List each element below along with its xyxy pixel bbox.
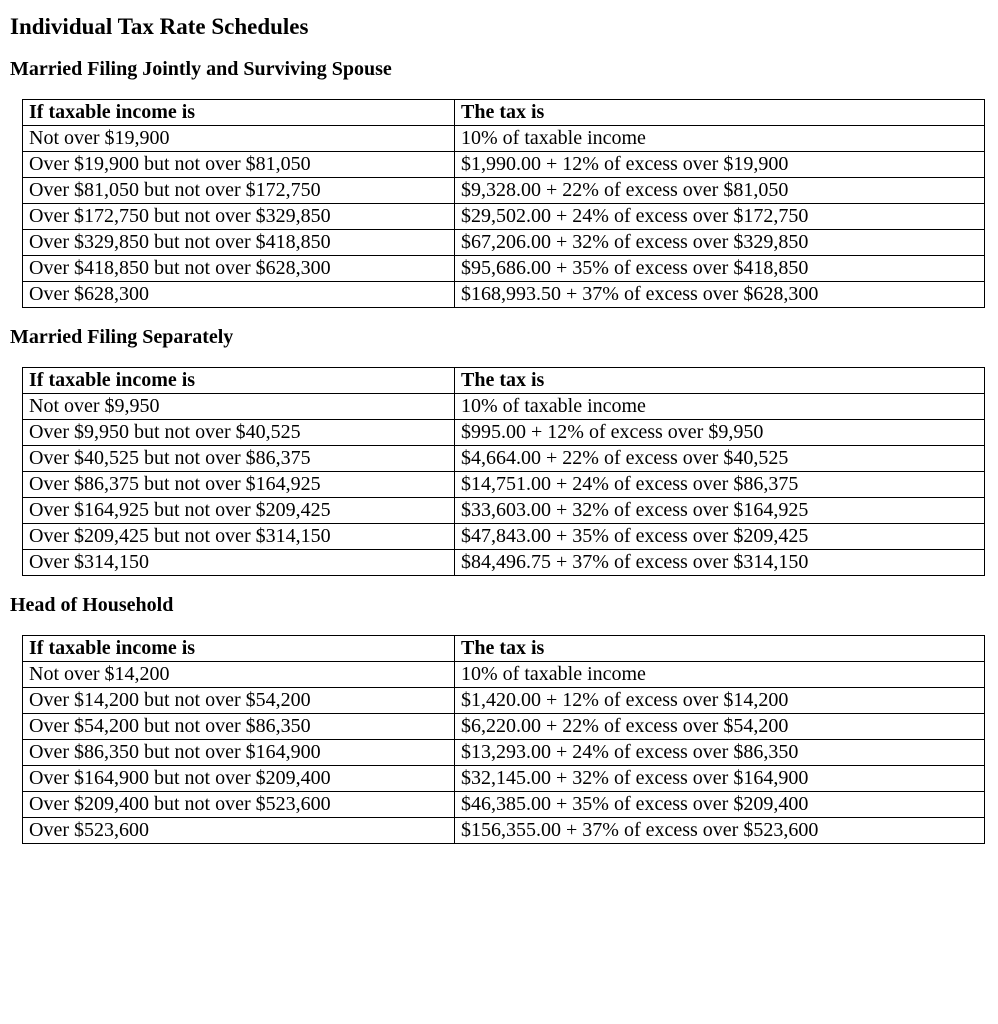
cell-income: Over $40,525 but not over $86,375 (23, 446, 455, 472)
table-row: Not over $9,95010% of taxable income (23, 394, 985, 420)
cell-tax: 10% of taxable income (455, 662, 985, 688)
cell-income: Over $329,850 but not over $418,850 (23, 230, 455, 256)
table-row: Over $523,600$156,355.00 + 37% of excess… (23, 818, 985, 844)
table-row: Over $209,400 but not over $523,600$46,3… (23, 792, 985, 818)
table-row: Over $329,850 but not over $418,850$67,2… (23, 230, 985, 256)
cell-income: Over $628,300 (23, 282, 455, 308)
cell-income: Over $9,950 but not over $40,525 (23, 420, 455, 446)
section-title: Head of Household (10, 594, 988, 617)
tax-table: If taxable income isThe tax isNot over $… (22, 99, 985, 308)
sections-container: Married Filing Jointly and Surviving Spo… (10, 58, 988, 844)
header-income: If taxable income is (23, 368, 455, 394)
cell-tax: $9,328.00 + 22% of excess over $81,050 (455, 178, 985, 204)
cell-income: Over $54,200 but not over $86,350 (23, 714, 455, 740)
page-title: Individual Tax Rate Schedules (10, 14, 988, 40)
cell-income: Over $86,350 but not over $164,900 (23, 740, 455, 766)
cell-tax: $1,990.00 + 12% of excess over $19,900 (455, 152, 985, 178)
cell-income: Over $314,150 (23, 550, 455, 576)
table-header-row: If taxable income isThe tax is (23, 636, 985, 662)
cell-tax: $33,603.00 + 32% of excess over $164,925 (455, 498, 985, 524)
section-title: Married Filing Separately (10, 326, 988, 349)
cell-income: Over $209,400 but not over $523,600 (23, 792, 455, 818)
table-row: Over $86,375 but not over $164,925$14,75… (23, 472, 985, 498)
cell-income: Over $209,425 but not over $314,150 (23, 524, 455, 550)
cell-tax: $29,502.00 + 24% of excess over $172,750 (455, 204, 985, 230)
cell-income: Over $164,925 but not over $209,425 (23, 498, 455, 524)
table-row: Over $172,750 but not over $329,850$29,5… (23, 204, 985, 230)
header-tax: The tax is (455, 636, 985, 662)
cell-income: Over $81,050 but not over $172,750 (23, 178, 455, 204)
cell-tax: $13,293.00 + 24% of excess over $86,350 (455, 740, 985, 766)
cell-tax: $14,751.00 + 24% of excess over $86,375 (455, 472, 985, 498)
cell-income: Over $86,375 but not over $164,925 (23, 472, 455, 498)
table-row: Over $628,300$168,993.50 + 37% of excess… (23, 282, 985, 308)
table-row: Over $54,200 but not over $86,350$6,220.… (23, 714, 985, 740)
cell-income: Not over $14,200 (23, 662, 455, 688)
header-income: If taxable income is (23, 100, 455, 126)
header-tax: The tax is (455, 368, 985, 394)
cell-tax: $95,686.00 + 35% of excess over $418,850 (455, 256, 985, 282)
cell-income: Over $164,900 but not over $209,400 (23, 766, 455, 792)
cell-tax: $46,385.00 + 35% of excess over $209,400 (455, 792, 985, 818)
table-row: Over $9,950 but not over $40,525$995.00 … (23, 420, 985, 446)
cell-tax: $156,355.00 + 37% of excess over $523,60… (455, 818, 985, 844)
table-header-row: If taxable income isThe tax is (23, 368, 985, 394)
table-row: Over $40,525 but not over $86,375$4,664.… (23, 446, 985, 472)
table-row: Over $209,425 but not over $314,150$47,8… (23, 524, 985, 550)
cell-tax: $1,420.00 + 12% of excess over $14,200 (455, 688, 985, 714)
cell-income: Over $418,850 but not over $628,300 (23, 256, 455, 282)
table-row: Not over $14,20010% of taxable income (23, 662, 985, 688)
cell-tax: $168,993.50 + 37% of excess over $628,30… (455, 282, 985, 308)
cell-tax: $84,496.75 + 37% of excess over $314,150 (455, 550, 985, 576)
table-row: Over $314,150$84,496.75 + 37% of excess … (23, 550, 985, 576)
cell-income: Over $14,200 but not over $54,200 (23, 688, 455, 714)
tax-table: If taxable income isThe tax isNot over $… (22, 367, 985, 576)
cell-income: Not over $9,950 (23, 394, 455, 420)
table-row: Over $86,350 but not over $164,900$13,29… (23, 740, 985, 766)
cell-tax: 10% of taxable income (455, 394, 985, 420)
cell-income: Over $523,600 (23, 818, 455, 844)
cell-tax: $67,206.00 + 32% of excess over $329,850 (455, 230, 985, 256)
table-row: Over $81,050 but not over $172,750$9,328… (23, 178, 985, 204)
table-row: Over $418,850 but not over $628,300$95,6… (23, 256, 985, 282)
table-row: Over $14,200 but not over $54,200$1,420.… (23, 688, 985, 714)
header-income: If taxable income is (23, 636, 455, 662)
cell-income: Not over $19,900 (23, 126, 455, 152)
cell-income: Over $19,900 but not over $81,050 (23, 152, 455, 178)
cell-tax: $47,843.00 + 35% of excess over $209,425 (455, 524, 985, 550)
cell-tax: $4,664.00 + 22% of excess over $40,525 (455, 446, 985, 472)
cell-income: Over $172,750 but not over $329,850 (23, 204, 455, 230)
table-header-row: If taxable income isThe tax is (23, 100, 985, 126)
cell-tax: $6,220.00 + 22% of excess over $54,200 (455, 714, 985, 740)
section-title: Married Filing Jointly and Surviving Spo… (10, 58, 988, 81)
cell-tax: $32,145.00 + 32% of excess over $164,900 (455, 766, 985, 792)
cell-tax: 10% of taxable income (455, 126, 985, 152)
table-row: Over $164,900 but not over $209,400$32,1… (23, 766, 985, 792)
header-tax: The tax is (455, 100, 985, 126)
cell-tax: $995.00 + 12% of excess over $9,950 (455, 420, 985, 446)
tax-table: If taxable income isThe tax isNot over $… (22, 635, 985, 844)
table-row: Over $19,900 but not over $81,050$1,990.… (23, 152, 985, 178)
table-row: Over $164,925 but not over $209,425$33,6… (23, 498, 985, 524)
table-row: Not over $19,90010% of taxable income (23, 126, 985, 152)
